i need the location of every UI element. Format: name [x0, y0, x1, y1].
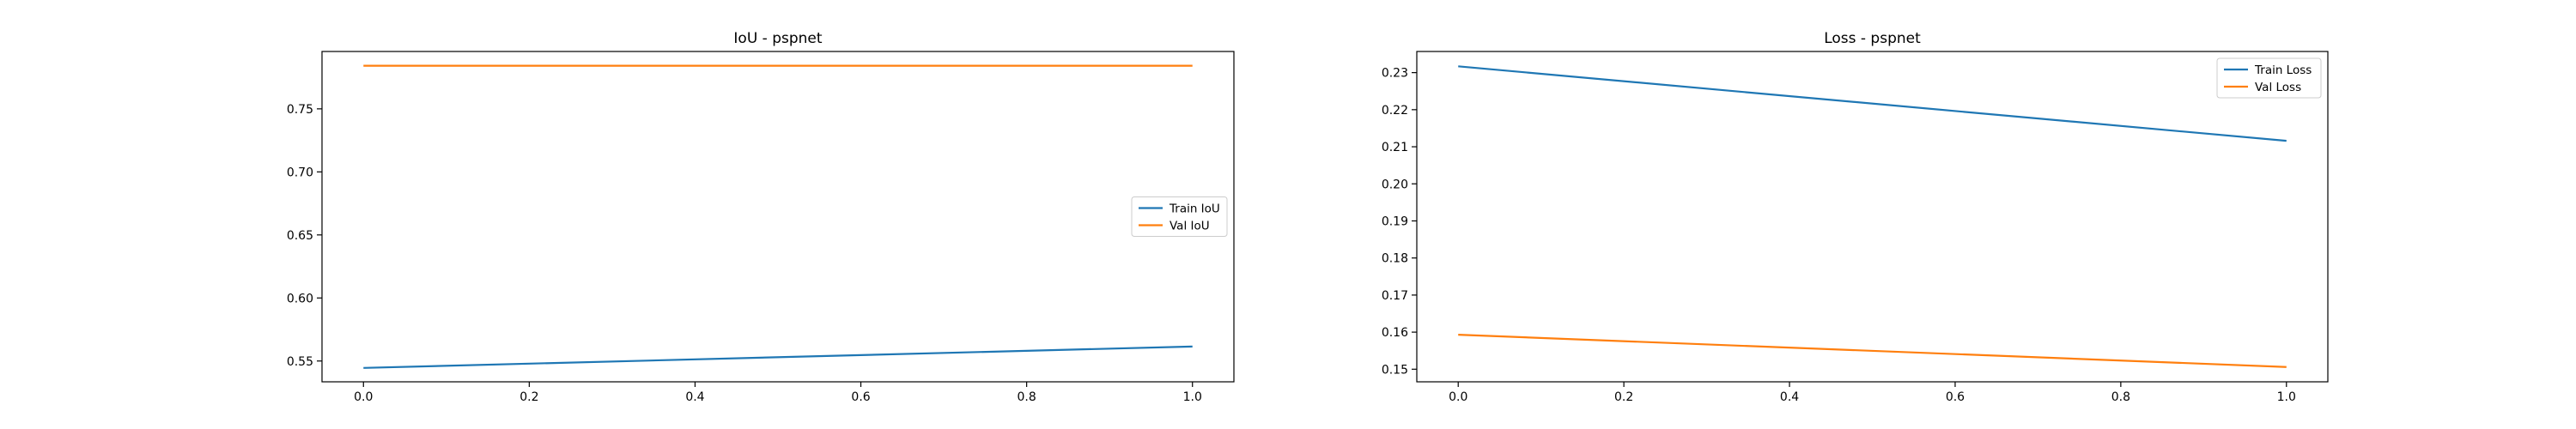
- legend-box: [2216, 57, 2322, 99]
- plot-area: [1416, 51, 2329, 383]
- x-tick-label: 0.4: [1780, 390, 1799, 404]
- legend: Train IoU Val IoU: [1131, 196, 1228, 237]
- y-tick-label: 0.17: [1382, 289, 1408, 303]
- y-tick-label: 0.60: [287, 292, 313, 305]
- series-line: [1458, 334, 2287, 368]
- y-tick-label: 0.55: [287, 355, 313, 369]
- y-tick-label: 0.19: [1382, 214, 1408, 228]
- chart-title: IoU - pspnet: [733, 30, 822, 47]
- x-tick-label: 0.8: [2111, 390, 2130, 404]
- y-tick-label: 0.18: [1382, 252, 1408, 266]
- legend-label: Train IoU: [1169, 202, 1220, 216]
- x-tick-label: 1.0: [2277, 390, 2296, 404]
- x-tick-label: 0.4: [685, 390, 704, 404]
- series-line: [363, 345, 1193, 369]
- loss-chart: Loss - pspnet 0.0 0.2 0.4 0.6 0.8 1.0 0.15 0.16…: [1382, 30, 2329, 404]
- iou-chart: IoU - pspnet 0.0 0.2 0.4 0.6 0.8 1.0 0.55 0.60 0…: [287, 30, 1235, 404]
- x-tick-label: 0.6: [1946, 390, 1965, 404]
- y-tick-label: 0.21: [1382, 141, 1408, 154]
- y-tick-label: 0.65: [287, 229, 313, 243]
- legend-label: Val Loss: [2255, 81, 2301, 94]
- x-tick-label: 0.2: [519, 390, 538, 404]
- x-tick-label: 0.6: [851, 390, 870, 404]
- y-tick-label: 0.22: [1382, 104, 1408, 118]
- legend-box: [1131, 196, 1228, 237]
- plot-area: [321, 51, 1235, 383]
- y-tick-label: 0.20: [1382, 178, 1408, 191]
- y-tick-label: 0.70: [287, 166, 313, 179]
- x-tick-label: 0.2: [1614, 390, 1633, 404]
- x-tick-label: 0.8: [1018, 390, 1036, 404]
- y-tick-label: 0.15: [1382, 363, 1408, 377]
- legend-label: Train Loss: [2254, 63, 2312, 77]
- y-tick-label: 0.75: [287, 103, 313, 117]
- y-tick-label: 0.16: [1382, 326, 1408, 340]
- x-tick-label: 0.0: [1449, 390, 1467, 404]
- legend: Train Loss Val Loss: [2216, 57, 2322, 99]
- x-tick-label: 1.0: [1183, 390, 1202, 404]
- y-tick-label: 0.23: [1382, 67, 1408, 81]
- series-line: [1458, 65, 2287, 142]
- chart-title: Loss - pspnet: [1824, 30, 1921, 47]
- x-tick-label: 0.0: [354, 390, 373, 404]
- legend-label: Val IoU: [1170, 220, 1210, 233]
